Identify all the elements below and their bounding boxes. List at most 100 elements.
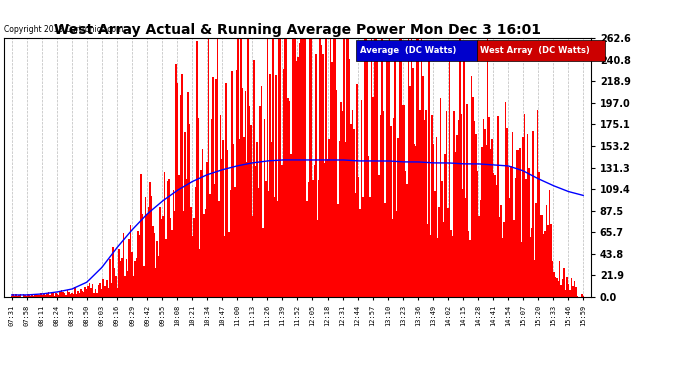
Bar xyxy=(195,187,196,297)
Bar xyxy=(575,287,577,297)
Bar xyxy=(411,38,412,297)
Bar xyxy=(395,46,396,297)
Bar xyxy=(503,222,504,297)
Bar xyxy=(76,294,77,297)
Bar xyxy=(77,291,79,297)
Bar xyxy=(227,150,228,297)
Bar xyxy=(421,38,422,297)
Bar xyxy=(403,105,405,297)
Bar xyxy=(188,124,190,297)
Bar xyxy=(321,45,322,297)
Bar xyxy=(526,134,528,297)
Bar xyxy=(404,171,406,297)
Bar xyxy=(347,38,349,297)
Bar xyxy=(464,51,465,297)
Bar xyxy=(209,194,211,297)
Bar xyxy=(424,120,425,297)
Bar xyxy=(161,219,162,297)
Bar xyxy=(538,171,540,297)
Bar xyxy=(26,296,27,297)
Bar xyxy=(537,111,538,297)
Bar xyxy=(553,272,555,297)
Bar xyxy=(288,101,290,297)
Bar xyxy=(480,200,481,297)
Bar xyxy=(37,295,39,297)
Bar xyxy=(494,175,496,297)
Bar xyxy=(374,38,375,297)
Bar xyxy=(399,38,400,297)
Bar xyxy=(330,38,331,297)
Bar xyxy=(327,159,328,297)
Bar xyxy=(234,187,236,297)
Bar xyxy=(412,68,413,297)
Bar xyxy=(355,193,356,297)
Bar xyxy=(459,38,460,297)
Bar xyxy=(302,38,304,297)
Bar xyxy=(504,102,506,297)
Bar xyxy=(524,114,525,297)
Bar xyxy=(121,258,123,297)
Bar xyxy=(418,38,420,297)
Bar xyxy=(518,150,520,297)
Bar xyxy=(478,216,480,297)
Bar xyxy=(96,292,98,297)
Bar xyxy=(139,235,140,297)
Bar xyxy=(408,38,409,297)
Bar xyxy=(337,204,339,297)
Bar xyxy=(343,38,344,297)
Bar xyxy=(17,296,19,297)
Bar xyxy=(566,277,568,297)
Title: West Array Actual & Running Average Power Mon Dec 3 16:01: West Array Actual & Running Average Powe… xyxy=(54,23,541,37)
Bar xyxy=(119,261,121,297)
Bar xyxy=(434,191,435,297)
Bar xyxy=(369,197,371,297)
Bar xyxy=(89,283,90,297)
Bar xyxy=(273,38,274,297)
Bar xyxy=(241,88,243,297)
Bar xyxy=(145,196,146,297)
Bar xyxy=(12,294,14,297)
Bar xyxy=(14,296,15,297)
Bar xyxy=(83,292,84,297)
Bar xyxy=(543,234,544,297)
Bar xyxy=(365,38,366,297)
Bar xyxy=(520,148,521,297)
Bar xyxy=(24,295,26,297)
Bar xyxy=(534,261,535,297)
Bar xyxy=(331,62,333,297)
Bar xyxy=(111,283,112,297)
Bar xyxy=(559,261,560,297)
Bar xyxy=(366,42,368,297)
Bar xyxy=(472,97,474,297)
Bar xyxy=(462,189,464,297)
Bar xyxy=(428,55,430,297)
Bar xyxy=(581,294,582,297)
Bar xyxy=(81,291,83,297)
Bar xyxy=(468,231,469,297)
Bar xyxy=(170,218,171,297)
Bar xyxy=(308,182,309,297)
Bar xyxy=(214,184,215,297)
Bar xyxy=(521,242,522,297)
Bar xyxy=(550,224,552,297)
Bar xyxy=(309,38,310,297)
Bar xyxy=(92,284,93,297)
Bar xyxy=(228,232,230,297)
Bar xyxy=(150,196,152,297)
Bar xyxy=(438,207,440,297)
Bar xyxy=(318,180,319,297)
Bar xyxy=(46,294,48,297)
Bar xyxy=(193,218,195,297)
Bar xyxy=(233,144,235,297)
Bar xyxy=(486,145,487,297)
Bar xyxy=(448,58,451,297)
Bar xyxy=(310,38,312,297)
Bar xyxy=(23,294,24,297)
Bar xyxy=(471,75,473,297)
Bar xyxy=(533,131,534,297)
Bar xyxy=(43,294,45,297)
Bar xyxy=(420,110,421,297)
Bar xyxy=(352,110,353,297)
Bar xyxy=(15,294,17,297)
Bar xyxy=(466,104,468,297)
